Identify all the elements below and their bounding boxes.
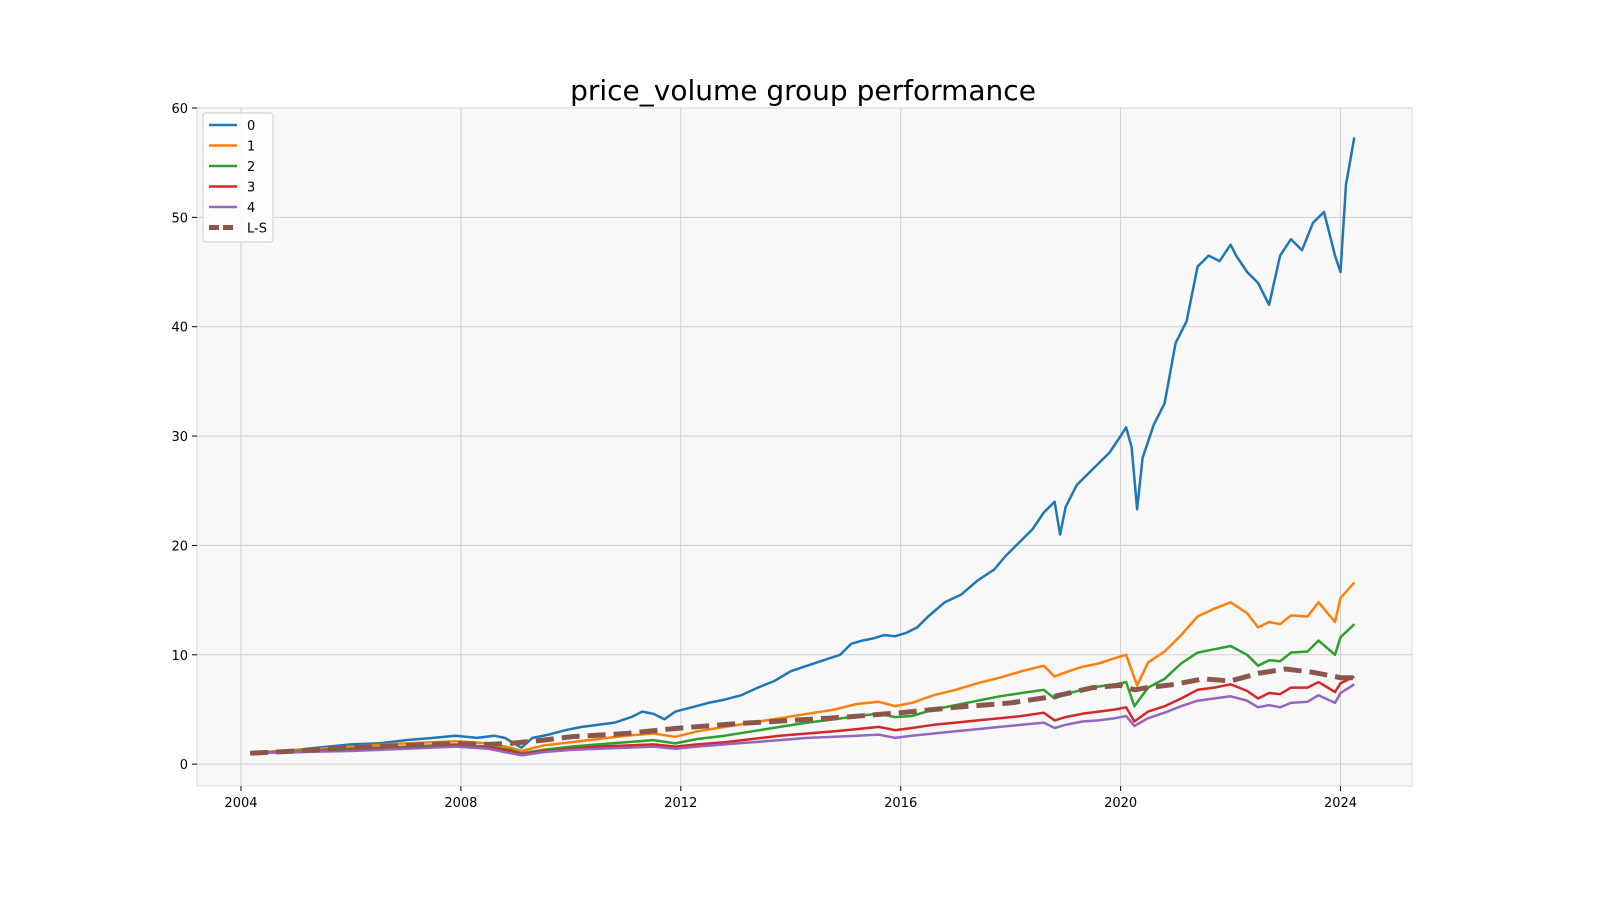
y-tick-label-4: 40 bbox=[171, 321, 188, 336]
x-tick-label-5: 2024 bbox=[1324, 796, 1357, 811]
series-line-2 bbox=[250, 623, 1356, 755]
y-tick-label-0: 0 bbox=[180, 758, 188, 773]
grid bbox=[197, 107, 1412, 786]
x-tick-label-2: 2012 bbox=[664, 796, 697, 811]
legend-label-4: 4 bbox=[247, 201, 255, 216]
legend: 0 1 2 3 4 L-S bbox=[202, 112, 274, 243]
legend-label-l-s: L-S bbox=[247, 222, 267, 237]
legend-label-2: 2 bbox=[247, 160, 255, 175]
legend-label-1: 1 bbox=[247, 140, 255, 155]
y-tick-label-3: 30 bbox=[171, 430, 188, 445]
plot-area bbox=[196, 107, 1413, 787]
legend-label-0: 0 bbox=[247, 119, 255, 134]
y-tick-label-1: 10 bbox=[171, 649, 188, 664]
y-tick-label-6: 60 bbox=[171, 102, 188, 117]
x-tick-label-3: 2016 bbox=[884, 796, 917, 811]
series-line-1 bbox=[250, 581, 1356, 755]
x-tick-label-4: 2020 bbox=[1104, 796, 1137, 811]
series-layer bbox=[250, 137, 1356, 757]
y-tick-label-2: 20 bbox=[171, 539, 188, 554]
y-tick-label-5: 50 bbox=[171, 211, 188, 226]
series-line-0 bbox=[250, 137, 1356, 755]
x-tick-label-0: 2004 bbox=[224, 796, 257, 811]
chart-title: price_volume group performance bbox=[570, 74, 1036, 107]
series-line-l-s bbox=[250, 666, 1355, 756]
legend-label-3: 3 bbox=[247, 181, 255, 196]
x-tick-label-1: 2008 bbox=[444, 796, 477, 811]
series-line-4 bbox=[250, 683, 1355, 757]
